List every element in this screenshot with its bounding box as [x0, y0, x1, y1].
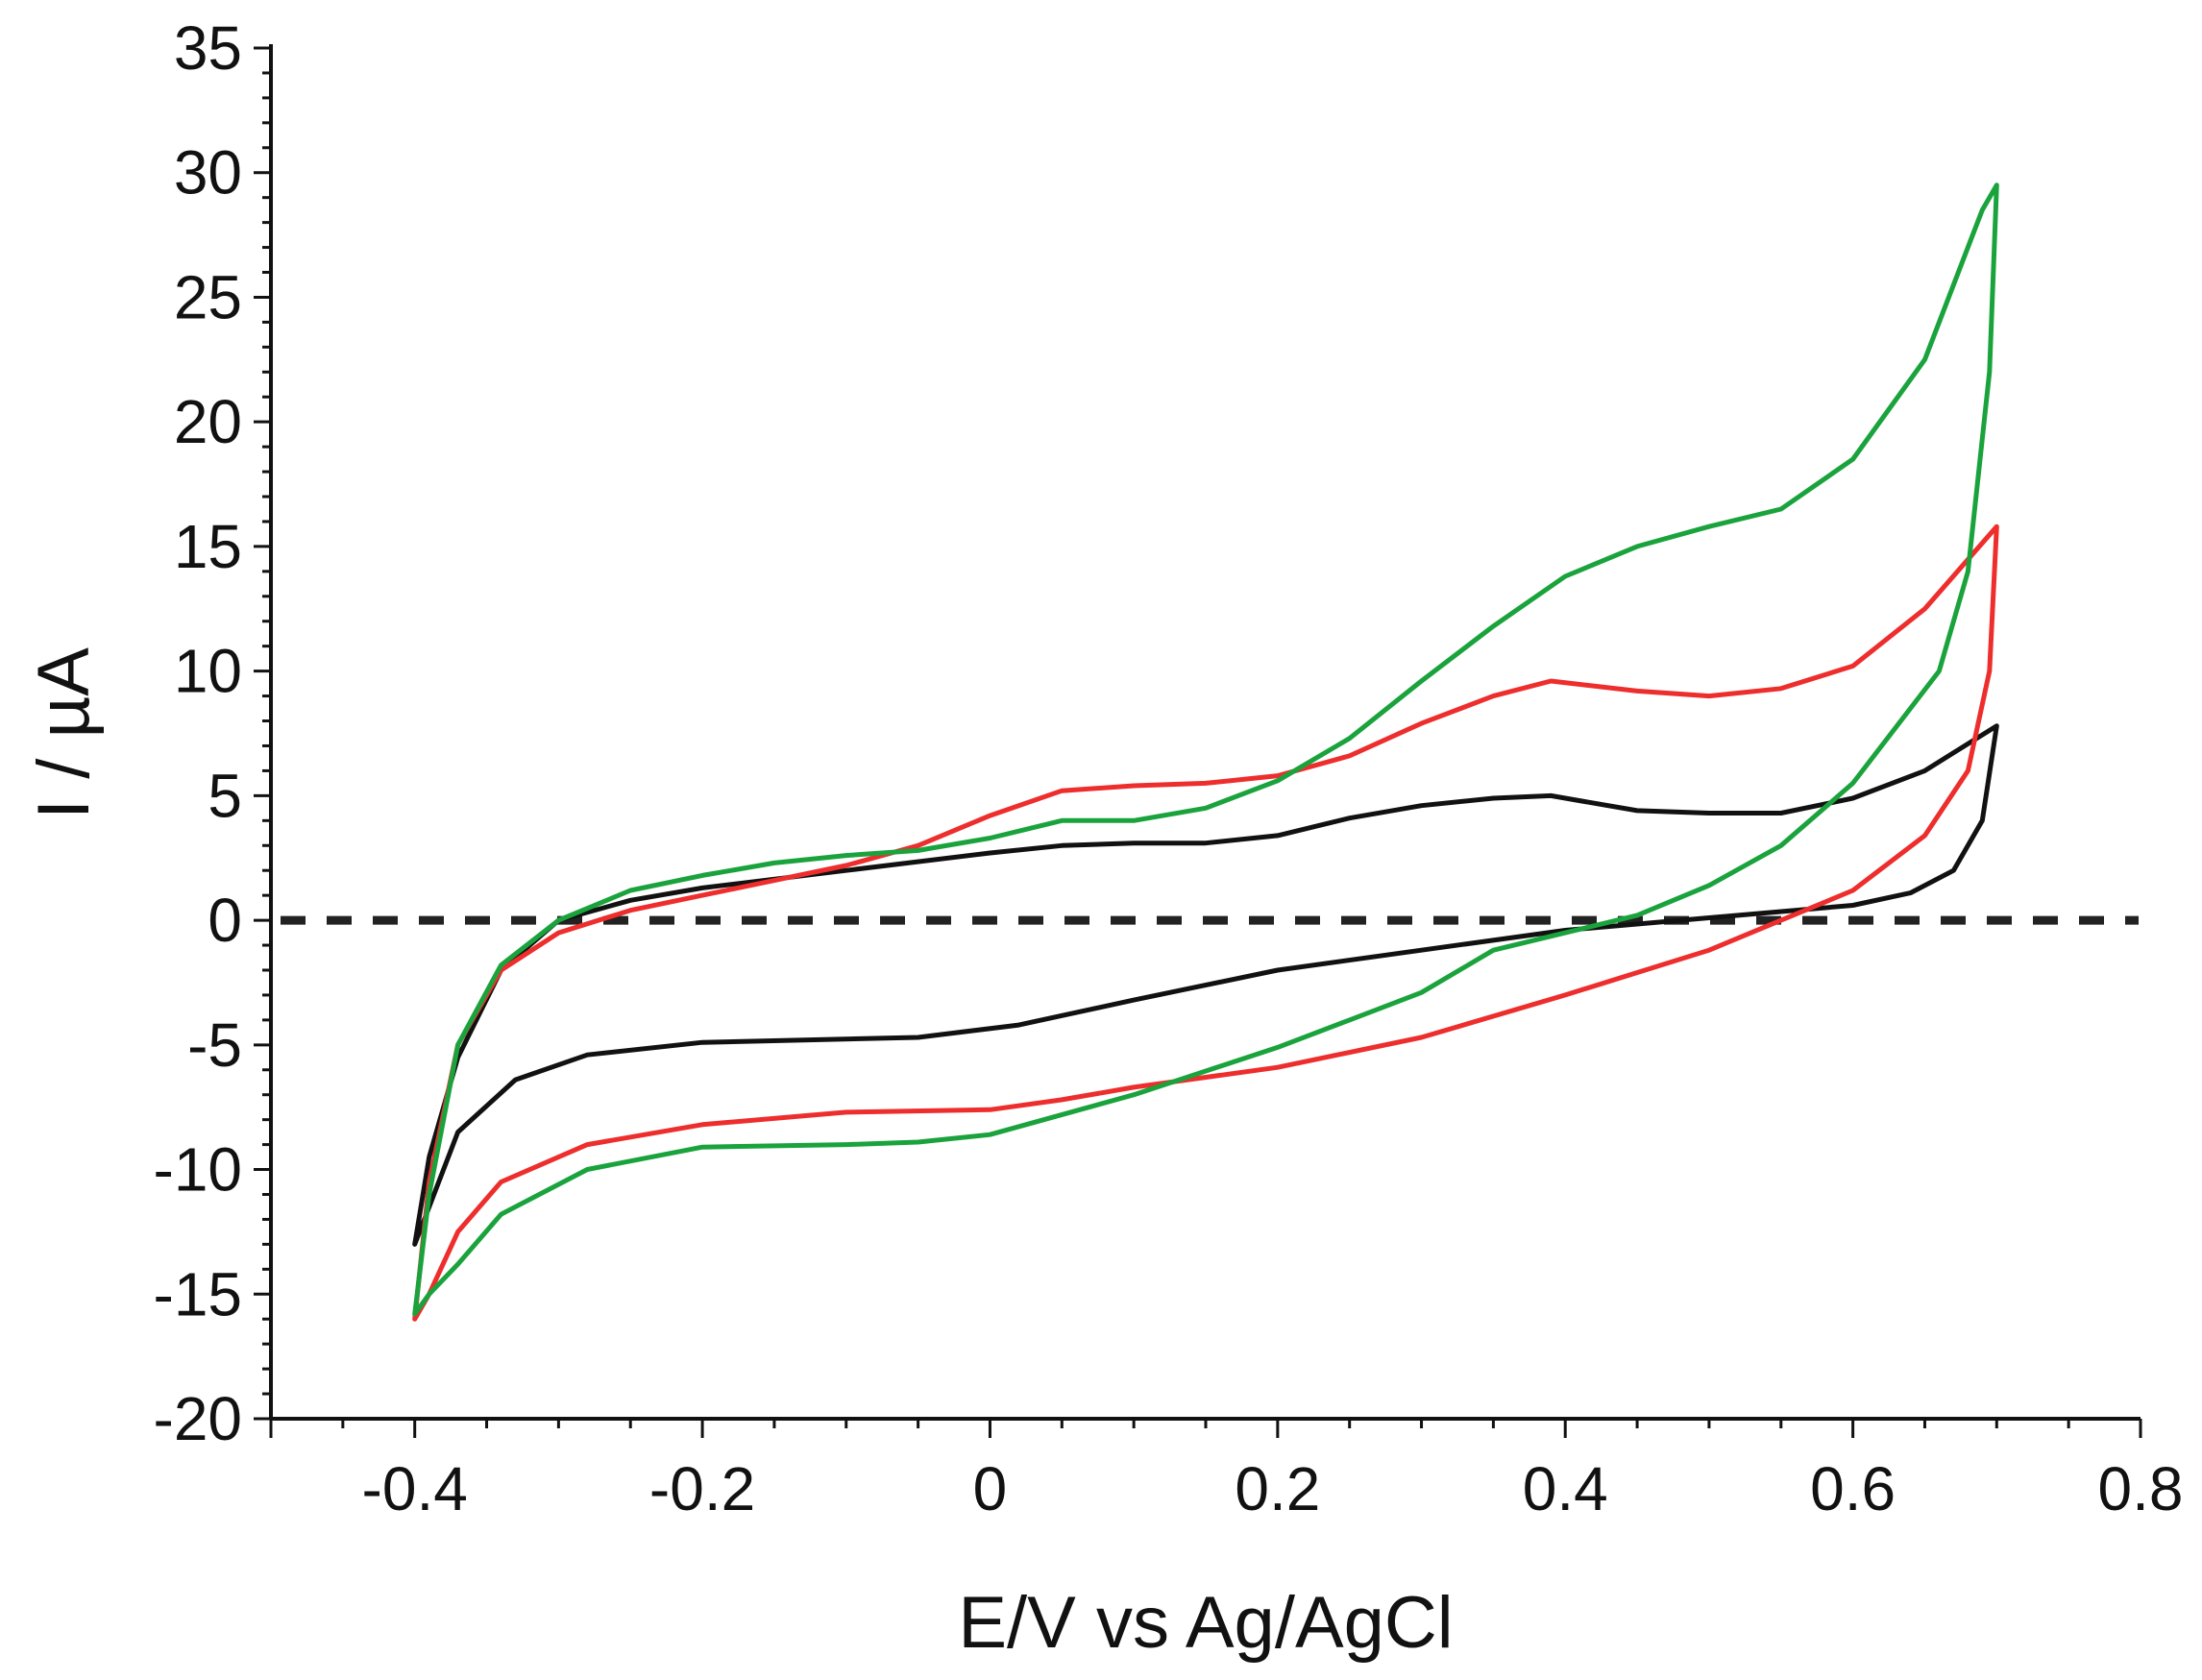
x-tick-label: 0.4: [1523, 1454, 1608, 1523]
y-axis-title-unit: µA: [23, 647, 105, 739]
x-tick-label: 0.8: [2098, 1454, 2184, 1523]
series-line-red: [412, 523, 1999, 1322]
x-tick-label: -0.2: [649, 1454, 755, 1523]
y-tick-label: 35: [174, 13, 242, 83]
y-tick-label: 20: [174, 387, 242, 456]
x-tick-label: -0.4: [362, 1454, 468, 1523]
x-tick-label: 0: [973, 1454, 1008, 1523]
y-tick-label: -10: [154, 1135, 243, 1205]
x-axis: -0.4 -0.2 0 0.2 0.4 0.6 0.8: [269, 1417, 2184, 1523]
y-axis-title: I / µA: [23, 647, 105, 819]
y-tick-label: 10: [174, 637, 242, 706]
y-tick-label: 0: [208, 886, 242, 955]
series-line-green: [412, 183, 1999, 1317]
y-axis-title-main: I /: [23, 758, 105, 819]
y-tick-label: -15: [154, 1259, 243, 1328]
x-axis-title: E/V vs Ag/AgCl: [958, 1582, 1453, 1664]
x-tick-label: 0.2: [1235, 1454, 1320, 1523]
y-tick-label: 30: [174, 138, 242, 207]
x-tick-label: 0.6: [1810, 1454, 1896, 1523]
y-tick-label: 5: [208, 761, 242, 830]
y-tick-label: -5: [187, 1010, 242, 1080]
series-line-black: [412, 723, 1999, 1247]
y-tick-label: 25: [174, 262, 242, 331]
y-tick-label: -20: [154, 1384, 243, 1453]
series-layer: [412, 183, 1999, 1322]
y-axis: -20 -15 -10 -5 0 5 10 15 20 25 30 35: [154, 13, 273, 1453]
y-tick-label: 15: [174, 512, 242, 581]
